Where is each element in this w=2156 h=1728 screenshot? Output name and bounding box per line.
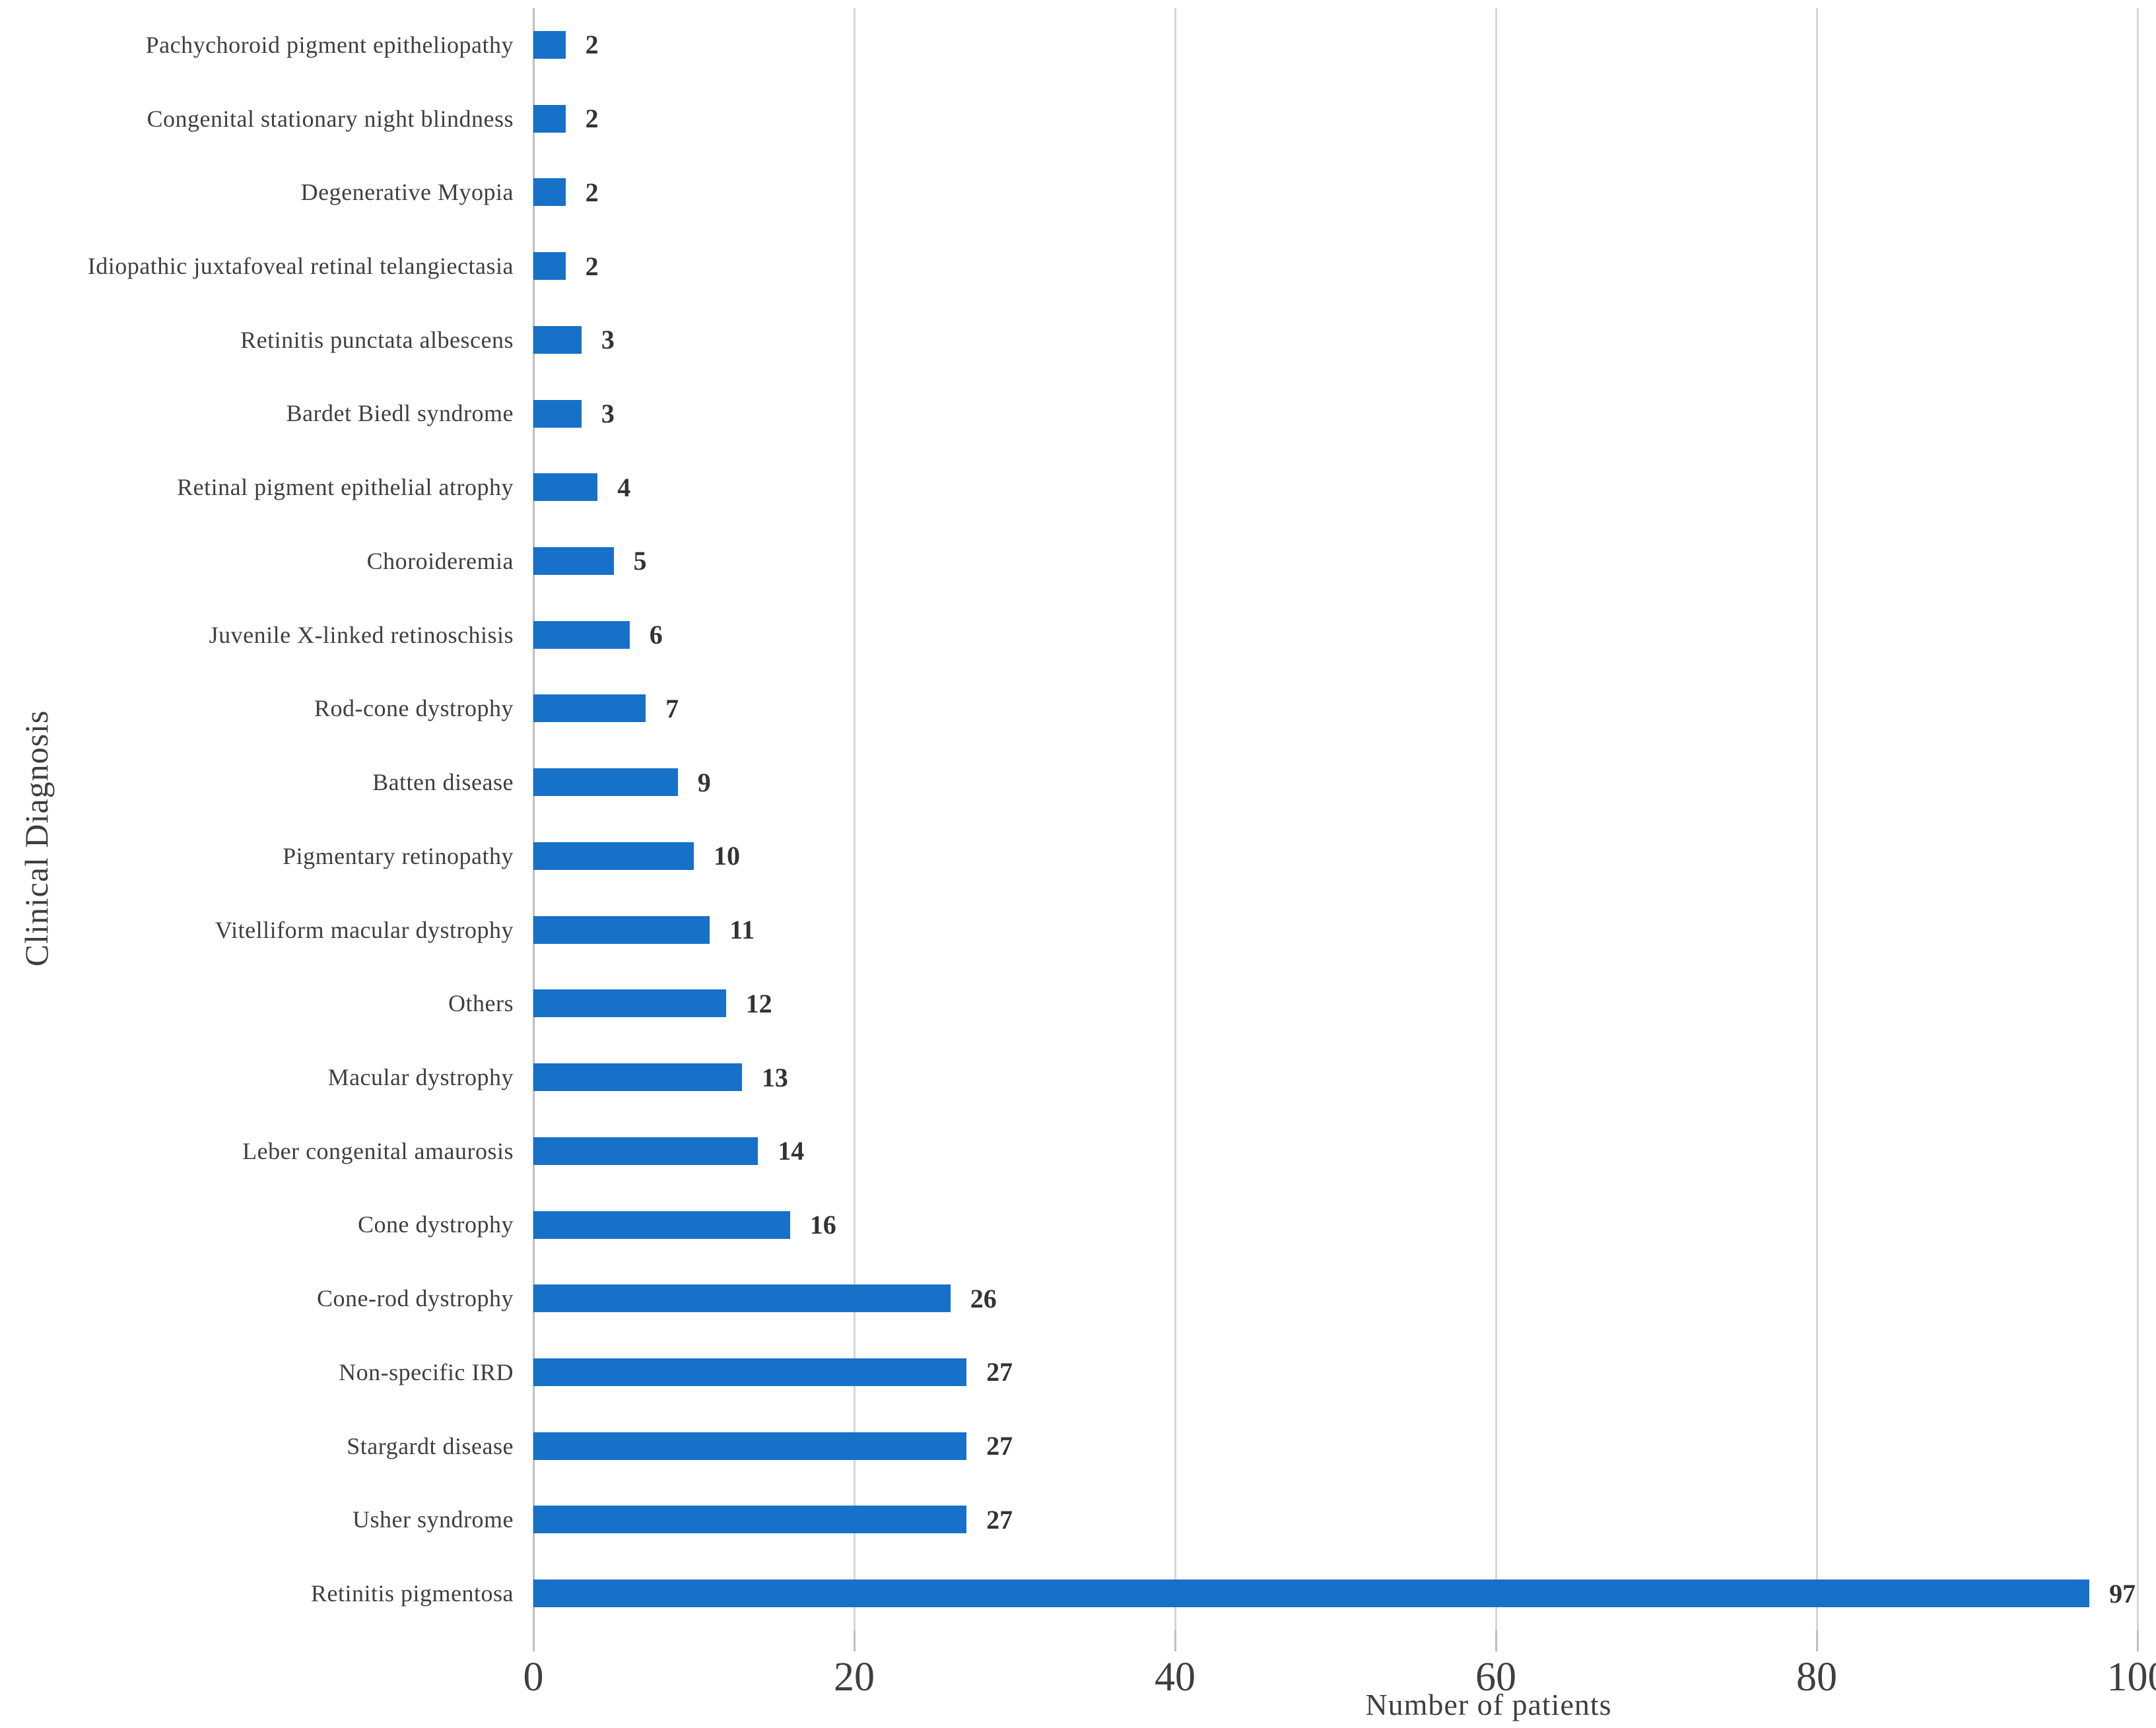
category-label: Others	[448, 990, 514, 1017]
value-label: 97	[2109, 1578, 2136, 1609]
category-label: Macular dystrophy	[327, 1064, 514, 1091]
bar	[533, 473, 598, 502]
category-label: Bardet Biedl syndrome	[286, 400, 514, 427]
bar	[533, 178, 566, 207]
value-label: 11	[729, 915, 755, 945]
bar	[533, 1063, 742, 1092]
bar	[533, 252, 566, 281]
x-gridline	[1815, 8, 1818, 1630]
category-label: Batten disease	[372, 769, 514, 796]
x-tick-mark	[1495, 1630, 1497, 1651]
bar	[533, 1432, 967, 1460]
bar	[533, 325, 582, 354]
value-label: 2	[585, 104, 599, 134]
x-tick-label: 60	[1475, 1655, 1516, 1700]
value-label: 2	[585, 30, 599, 60]
category-label: Leber congenital amaurosis	[242, 1137, 514, 1164]
category-label: Degenerative Myopia	[300, 179, 514, 206]
category-label: Pachychoroid pigment epitheliopathy	[145, 31, 514, 58]
value-label: 2	[585, 251, 599, 281]
value-label: 10	[714, 841, 740, 871]
x-tick-mark	[853, 1630, 856, 1651]
bar	[533, 989, 726, 1018]
bar	[533, 1579, 2090, 1608]
value-label: 13	[761, 1062, 788, 1092]
value-label: 14	[778, 1136, 805, 1166]
category-label: Stargardt disease	[347, 1432, 514, 1459]
bar	[533, 768, 678, 797]
x-tick-mark	[2136, 1630, 2139, 1651]
category-label: Congenital stationary night blindness	[147, 105, 514, 132]
value-label: 27	[986, 1504, 1013, 1535]
bar	[533, 1211, 790, 1239]
value-label: 26	[970, 1283, 997, 1313]
category-label: Non-specific IRD	[339, 1358, 514, 1385]
x-tick-label: 0	[523, 1655, 544, 1700]
bar	[533, 1137, 758, 1165]
value-label: 9	[697, 767, 711, 797]
category-label: Vitelliform macular dystrophy	[215, 916, 514, 943]
value-label: 3	[601, 325, 615, 355]
category-axis-line	[532, 8, 535, 1630]
category-label: Cone dystrophy	[358, 1211, 514, 1238]
value-label: 27	[986, 1431, 1013, 1461]
x-tick-label: 80	[1796, 1655, 1837, 1700]
bar	[533, 399, 582, 428]
category-label: Choroideremia	[366, 547, 514, 574]
x-gridline	[1174, 8, 1176, 1630]
bar	[533, 30, 566, 59]
bar	[533, 694, 646, 723]
category-label: Pigmentary retinopathy	[283, 842, 514, 869]
category-label: Idiopathic juxtafoveal retinal telangiec…	[87, 253, 514, 280]
category-label: Retinitis pigmentosa	[311, 1580, 514, 1607]
category-label: Juvenile X-linked retinoschisis	[209, 621, 514, 648]
category-label: Cone-rod dystrophy	[317, 1285, 514, 1312]
category-label: Retinal pigment epithelial atrophy	[177, 474, 514, 501]
bar	[533, 1284, 951, 1313]
x-tick-mark	[532, 1630, 535, 1651]
bar	[533, 915, 710, 944]
value-label: 16	[809, 1209, 836, 1240]
x-tick-label: 100	[2106, 1655, 2156, 1700]
value-label: 4	[617, 472, 631, 502]
value-label: 12	[745, 988, 772, 1018]
value-label: 27	[986, 1357, 1013, 1387]
bar	[533, 1506, 967, 1534]
x-gridline	[2136, 8, 2139, 1630]
x-tick-label: 20	[834, 1655, 875, 1700]
value-label: 6	[649, 620, 663, 650]
x-gridline	[1495, 8, 1497, 1630]
x-tick-label: 40	[1155, 1655, 1196, 1700]
bar	[533, 547, 614, 575]
x-gridline	[853, 8, 856, 1630]
bar	[533, 842, 694, 870]
bar	[533, 104, 566, 133]
x-tick-mark	[1174, 1630, 1176, 1651]
bar	[533, 1358, 967, 1386]
value-label: 2	[585, 177, 599, 207]
x-axis-title: Number of patients	[1365, 1688, 1612, 1721]
value-label: 5	[633, 546, 647, 576]
value-label: 3	[601, 398, 615, 428]
x-tick-mark	[1815, 1630, 1818, 1651]
category-label: Rod-cone dystrophy	[314, 695, 514, 722]
value-label: 7	[665, 693, 679, 723]
bar	[533, 620, 630, 649]
category-label: Usher syndrome	[353, 1506, 514, 1533]
category-label: Retinitis punctata albescens	[240, 326, 514, 353]
